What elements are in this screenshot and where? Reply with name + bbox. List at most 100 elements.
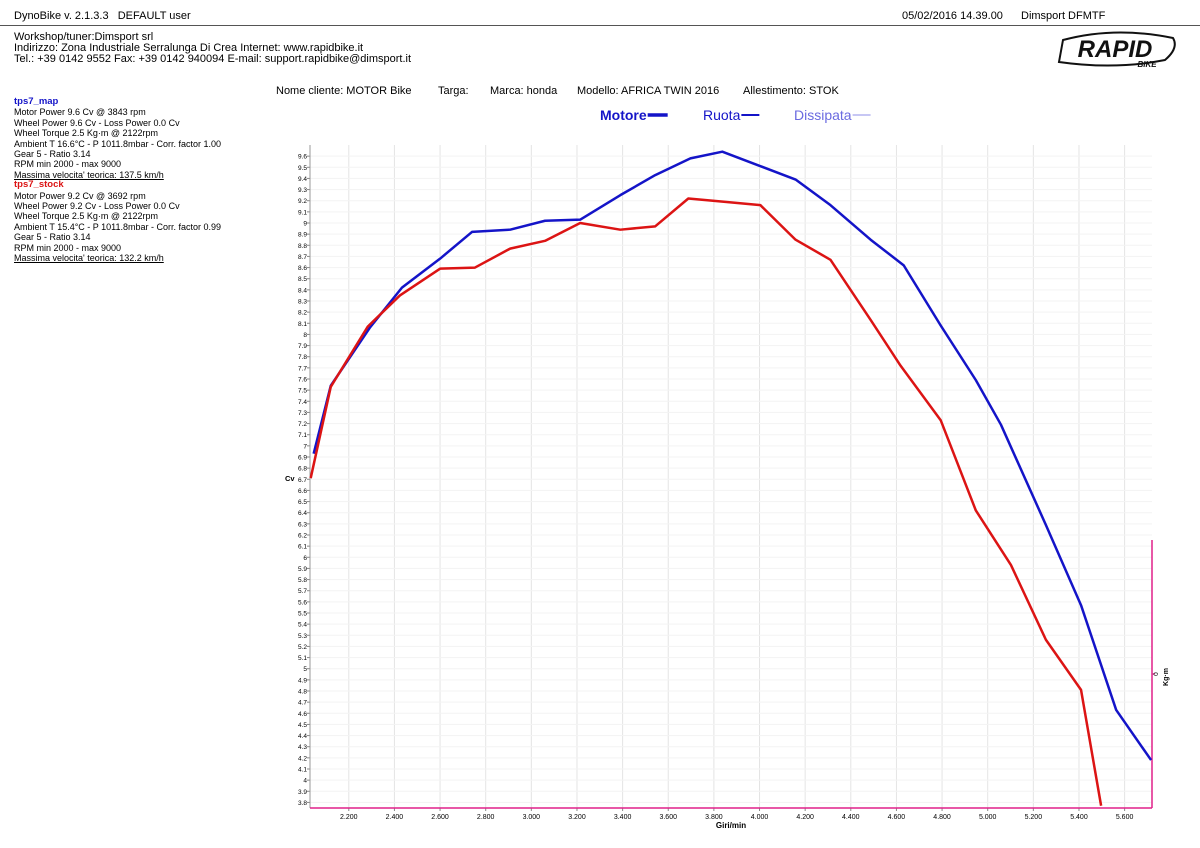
- y-tick-label: 5.5: [298, 611, 307, 618]
- run-detail: Motor Power 9.2 Cv @ 3692 rpm: [14, 190, 146, 201]
- run-detail: Motor Power 9.6 Cv @ 3843 rpm: [14, 107, 146, 118]
- legend-label: Dissipata: [794, 107, 852, 123]
- y-tick-label: 4.8: [298, 689, 307, 696]
- app-info: DynoBike v. 2.1.3.3 DEFAULT user: [14, 10, 191, 22]
- y-tick-label: 7.8: [298, 354, 307, 361]
- customer-field: Targa:: [438, 85, 469, 97]
- y-tick-label: 7.2: [298, 421, 307, 428]
- logo-swoosh: [1057, 31, 1176, 67]
- x-tick-label: 4.000: [751, 814, 769, 821]
- run-detail: Gear 5 - Ratio 3.14: [14, 232, 91, 243]
- run-detail: Wheel Power 9.6 Cv - Loss Power 0.0 Cv: [14, 117, 180, 128]
- x-tick-label: 3.200: [568, 814, 586, 821]
- x-tick-label: 2.400: [386, 814, 404, 821]
- y-tick-label: 4: [303, 778, 307, 785]
- run-detail: Ambient T 16.6°C - P 1011.8mbar - Corr. …: [14, 138, 222, 149]
- run-detail: Gear 5 - Ratio 3.14: [14, 149, 91, 160]
- y-tick-label: 5.4: [298, 622, 307, 629]
- y-axis-label: Cv: [285, 474, 295, 483]
- logo: RAPID BIKE: [1057, 31, 1176, 69]
- address: Indirizzo: Zona Industriale Serralunga D…: [14, 42, 364, 54]
- y-tick-label: 8.1: [298, 321, 307, 328]
- x-tick-label: 5.400: [1070, 814, 1088, 821]
- logo-text: RAPID: [1078, 36, 1153, 63]
- x-tick-label: 3.800: [705, 814, 723, 821]
- run-info: tps7_map Motor Power 9.6 Cv @ 3843 rpm Whe…: [14, 96, 222, 264]
- y-tick-label: 7.1: [298, 432, 307, 439]
- y-tick-label: 4.3: [298, 744, 307, 751]
- y-tick-label: 5.3: [298, 633, 307, 640]
- y2-axis-label: Kg·m: [1163, 668, 1170, 686]
- y-tick-label: 6: [303, 555, 307, 562]
- contacts: Tel.: +39 0142 9552 Fax: +39 0142 940094…: [14, 53, 412, 65]
- run-detail: Massima velocita' teorica: 137.5 km/h: [14, 169, 164, 180]
- x-tick-label: 3.400: [614, 814, 632, 821]
- workshop: Workshop/tuner:Dimsport srl: [14, 31, 154, 43]
- y-tick-label: 8.6: [298, 265, 307, 272]
- y-tick-label: 6.4: [298, 510, 307, 517]
- x-axis-label: Giri/min: [716, 821, 746, 830]
- run-detail: Wheel Power 9.2 Cv - Loss Power 0.0 Cv: [14, 201, 180, 212]
- y-tick-label: 4.9: [298, 677, 307, 684]
- x-tick-label: 5.200: [1025, 814, 1043, 821]
- y-tick-label: 7.4: [298, 399, 307, 406]
- y-tick-label: 5.7: [298, 588, 307, 595]
- x-tick-label: 5.000: [979, 814, 997, 821]
- y-tick-label: 6.3: [298, 521, 307, 528]
- x-tick-label: 3.600: [659, 814, 677, 821]
- y-tick-label: 9.5: [298, 165, 307, 172]
- y-tick-label: 8.4: [298, 287, 307, 294]
- y-tick-label: 4.1: [298, 767, 307, 774]
- x-tick-label: 4.600: [888, 814, 906, 821]
- y-tick-label: 9.1: [298, 209, 307, 216]
- y-tick-label: 9: [303, 221, 307, 228]
- customer-field: Marca: honda: [490, 85, 558, 97]
- x-tick-label: 3.000: [523, 814, 541, 821]
- legend-label: Ruota: [703, 107, 741, 123]
- y-tick-label: 8.9: [298, 232, 307, 239]
- y-tick-label: 9.3: [298, 187, 307, 194]
- y-tick-label: 8.2: [298, 310, 307, 317]
- y-tick-label: 5: [303, 666, 307, 673]
- logo-subtext: BIKE: [1137, 60, 1157, 69]
- x-tick-label: 2.600: [431, 814, 449, 821]
- run-detail: Massima velocita' teorica: 132.2 km/h: [14, 253, 164, 264]
- y-tick-label: 8.8: [298, 243, 307, 250]
- customer-field: Modello: AFRICA TWIN 2016: [577, 85, 720, 97]
- series-line: [312, 150, 1153, 761]
- y-tick-label: 6.6: [298, 488, 307, 495]
- y-tick-label: 7.9: [298, 343, 307, 350]
- run-detail: RPM min 2000 - max 9000: [14, 159, 122, 170]
- legend-label: Motore: [600, 107, 647, 123]
- y2-tick-label: 0: [1153, 672, 1160, 676]
- y-tick-label: 5.8: [298, 577, 307, 584]
- customer-field: Allestimento: STOK: [743, 85, 839, 97]
- y-tick-label: 9.6: [298, 154, 307, 161]
- y-tick-label: 7.3: [298, 410, 307, 417]
- y-tick-label: 4.7: [298, 700, 307, 707]
- y-tick-label: 3.8: [298, 800, 307, 807]
- y-tick-label: 5.9: [298, 566, 307, 573]
- y-tick-label: 5.1: [298, 655, 307, 662]
- y-tick-label: 8: [303, 332, 307, 339]
- y-tick-label: 7: [303, 443, 307, 450]
- y-tick-label: 6.8: [298, 466, 307, 473]
- y-tick-label: 8.7: [298, 254, 307, 261]
- y-tick-label: 7.5: [298, 388, 307, 395]
- x-tick-label: 2.800: [477, 814, 495, 821]
- y-tick-label: 5.6: [298, 599, 307, 606]
- station: Dimsport DFMTF: [1021, 10, 1106, 22]
- y-tick-label: 4.6: [298, 711, 307, 718]
- run-name: tps7_map: [14, 96, 59, 107]
- y-tick-label: 6.2: [298, 533, 307, 540]
- customer-field: Nome cliente: MOTOR Bike: [276, 85, 412, 97]
- y-tick-label: 8.5: [298, 276, 307, 283]
- x-tick-label: 4.200: [796, 814, 814, 821]
- run-detail: Ambient T 15.4°C - P 1011.8mbar - Corr. …: [14, 221, 222, 232]
- series-line: [309, 197, 1103, 806]
- y-tick-label: 4.4: [298, 733, 307, 740]
- y-tick-label: 9.4: [298, 176, 307, 183]
- x-tick-label: 4.400: [842, 814, 860, 821]
